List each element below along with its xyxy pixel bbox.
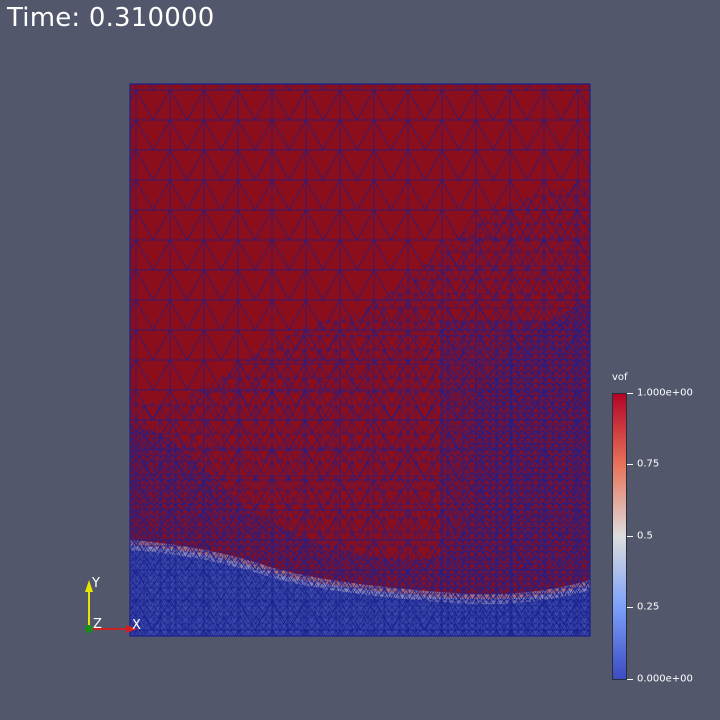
orientation-axes	[85, 580, 138, 633]
colorbar-title: vof	[612, 372, 628, 383]
fluid-domain	[130, 84, 590, 636]
colorbar-tickmark	[627, 464, 633, 465]
y-axis-label: Y	[92, 576, 100, 591]
colorbar-gradient	[612, 393, 627, 680]
colorbar-tickmark	[627, 536, 633, 537]
x-axis-label: X	[132, 618, 141, 633]
domain-border	[129, 83, 591, 637]
colorbar-tickmark	[627, 679, 633, 680]
colorbar-tick-max: 1.000e+00	[637, 387, 693, 399]
colorbar-tickmark	[627, 607, 633, 608]
z-axis-dot-icon	[85, 625, 93, 633]
time-label: Time: 0.310000	[7, 3, 215, 33]
colorbar-tick-075: 0.75	[637, 458, 660, 470]
x-axis-arrow-icon	[126, 625, 138, 633]
colorbar-tickmark	[627, 393, 633, 394]
colorbar-tick-05: 0.5	[637, 530, 653, 542]
z-axis-label: Z	[93, 617, 102, 632]
mesh-fine-right	[440, 320, 590, 636]
colorbar-tick-min: 0.000e+00	[637, 673, 693, 685]
colorbar-tick-025: 0.25	[637, 601, 660, 613]
y-axis-arrow-icon	[85, 580, 93, 592]
